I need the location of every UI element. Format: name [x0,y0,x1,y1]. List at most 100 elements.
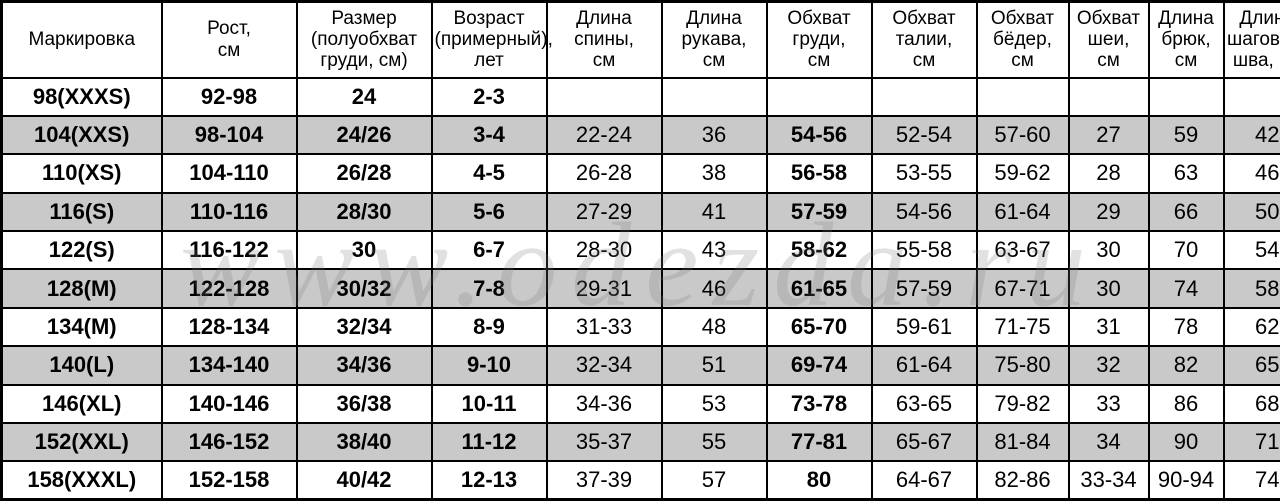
cell-pants: 90-94 [1149,461,1224,499]
cell-inseam: 46 [1224,154,1280,192]
cell-hips: 59-62 [977,154,1069,192]
cell-back: 37-39 [547,461,662,499]
cell-size: 28/30 [297,193,432,231]
cell-mark: 110(XS) [2,154,162,192]
cell-neck: 30 [1069,231,1149,269]
cell-waist: 63-65 [872,385,977,423]
cell-pants: 70 [1149,231,1224,269]
cell-pants: 86 [1149,385,1224,423]
cell-mark: 140(L) [2,346,162,384]
cell-hips: 82-86 [977,461,1069,499]
column-header-mark: Маркировка [2,2,162,78]
cell-height: 122-128 [162,269,297,307]
cell-back: 34-36 [547,385,662,423]
cell-sleeve: 55 [662,423,767,461]
cell-neck: 27 [1069,116,1149,154]
cell-age: 9-10 [432,346,547,384]
cell-waist: 57-59 [872,269,977,307]
cell-hips: 67-71 [977,269,1069,307]
cell-neck: 30 [1069,269,1149,307]
cell-back: 31-33 [547,308,662,346]
cell-neck: 32 [1069,346,1149,384]
cell-height: 152-158 [162,461,297,499]
cell-height: 140-146 [162,385,297,423]
cell-neck: 31 [1069,308,1149,346]
cell-neck: 33-34 [1069,461,1149,499]
cell-mark: 158(XXXL) [2,461,162,499]
cell-waist: 53-55 [872,154,977,192]
cell-pants: 78 [1149,308,1224,346]
cell-sleeve: 41 [662,193,767,231]
cell-inseam: 74 [1224,461,1280,499]
cell-sleeve: 36 [662,116,767,154]
cell-size: 40/42 [297,461,432,499]
cell-sleeve: 38 [662,154,767,192]
cell-waist: 64-67 [872,461,977,499]
cell-pants: 63 [1149,154,1224,192]
cell-height: 92-98 [162,78,297,116]
cell-age: 6-7 [432,231,547,269]
cell-hips: 61-64 [977,193,1069,231]
cell-sleeve [662,78,767,116]
cell-neck [1069,78,1149,116]
cell-back [547,78,662,116]
cell-neck: 33 [1069,385,1149,423]
cell-sleeve: 53 [662,385,767,423]
cell-back: 32-34 [547,346,662,384]
cell-age: 12-13 [432,461,547,499]
cell-pants [1149,78,1224,116]
cell-back: 35-37 [547,423,662,461]
cell-waist: 55-58 [872,231,977,269]
cell-waist: 52-54 [872,116,977,154]
cell-size: 30 [297,231,432,269]
cell-height: 98-104 [162,116,297,154]
cell-age: 4-5 [432,154,547,192]
cell-mark: 104(XXS) [2,116,162,154]
cell-neck: 29 [1069,193,1149,231]
cell-waist: 61-64 [872,346,977,384]
cell-mark: 146(XL) [2,385,162,423]
cell-height: 116-122 [162,231,297,269]
cell-pants: 90 [1149,423,1224,461]
cell-sleeve: 48 [662,308,767,346]
cell-back: 28-30 [547,231,662,269]
cell-pants: 59 [1149,116,1224,154]
cell-neck: 34 [1069,423,1149,461]
cell-pants: 66 [1149,193,1224,231]
cell-waist [872,78,977,116]
cell-age: 8-9 [432,308,547,346]
column-header-inseam: Длинашаговогошва, см [1224,2,1280,78]
cell-mark: 116(S) [2,193,162,231]
cell-chest: 80 [767,461,872,499]
cell-waist: 59-61 [872,308,977,346]
cell-inseam: 42 [1224,116,1280,154]
cell-size: 32/34 [297,308,432,346]
cell-chest: 73-78 [767,385,872,423]
cell-age: 7-8 [432,269,547,307]
cell-pants: 74 [1149,269,1224,307]
cell-hips: 71-75 [977,308,1069,346]
cell-neck: 28 [1069,154,1149,192]
cell-pants: 82 [1149,346,1224,384]
cell-chest: 57-59 [767,193,872,231]
cell-back: 26-28 [547,154,662,192]
cell-chest: 61-65 [767,269,872,307]
cell-inseam: 54 [1224,231,1280,269]
cell-size: 26/28 [297,154,432,192]
cell-mark: 122(S) [2,231,162,269]
cell-inseam: 62 [1224,308,1280,346]
